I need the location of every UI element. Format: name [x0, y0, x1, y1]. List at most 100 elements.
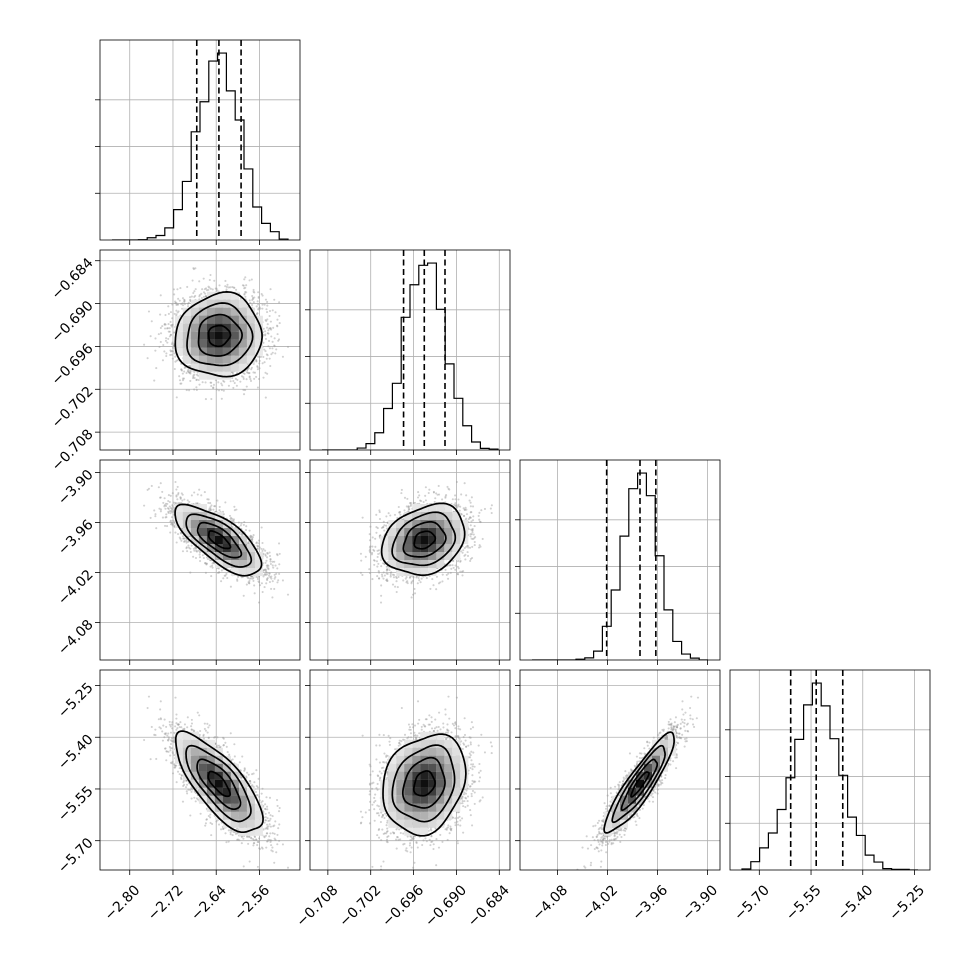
scatter-point	[180, 369, 183, 372]
scatter-point	[252, 301, 255, 304]
scatter-point	[193, 295, 196, 299]
scatter-point	[246, 306, 250, 309]
scatter-point	[174, 300, 177, 303]
scatter-point	[273, 577, 276, 580]
scatter-point	[187, 368, 190, 371]
scatter-point	[274, 311, 277, 314]
scatter-point	[182, 537, 185, 540]
density-cell	[190, 347, 199, 356]
scatter-point	[265, 326, 269, 329]
scatter-point	[224, 285, 227, 288]
scatter-point	[263, 568, 266, 571]
scatter-point	[189, 372, 192, 375]
panel-frame	[99, 39, 301, 241]
scatter-point	[259, 307, 262, 310]
density-cell	[214, 331, 223, 340]
scatter-point	[267, 345, 270, 348]
histogram-panel-0	[95, 39, 301, 245]
scatter-point	[278, 301, 281, 304]
scatter-point	[271, 564, 274, 567]
scatter-point	[164, 502, 167, 505]
scatter-point	[192, 375, 195, 378]
scatter-point	[186, 302, 190, 305]
scatter-point	[178, 379, 182, 382]
scatter-point	[236, 578, 239, 581]
scatter-point	[175, 301, 178, 304]
scatter-point	[197, 374, 200, 377]
panel-frame	[309, 249, 511, 451]
scatter-point	[174, 480, 177, 484]
density-cell	[238, 355, 247, 364]
scatter-point	[229, 380, 232, 383]
scatter-point	[251, 539, 254, 542]
scatter-point	[188, 296, 192, 299]
scatter-point	[183, 300, 186, 303]
scatter-point	[221, 384, 224, 387]
scatter-point	[188, 389, 191, 392]
scatter-point	[245, 284, 248, 287]
scatter-point	[275, 553, 279, 556]
scatter-point	[159, 294, 162, 297]
scatter-point	[171, 317, 174, 320]
scatter-point	[248, 279, 251, 282]
scatter-point	[159, 326, 162, 330]
scatter-point	[262, 355, 265, 358]
scatter-point	[159, 340, 162, 344]
scatter-point	[167, 305, 170, 308]
scatter-point	[245, 378, 248, 381]
density-cell	[222, 363, 231, 372]
scatter-point	[176, 288, 179, 291]
density-cell	[182, 315, 191, 324]
scatter-point	[261, 307, 264, 310]
scatter-point	[167, 330, 170, 333]
density-cell	[246, 355, 255, 364]
scatter-point	[277, 339, 280, 342]
scatter-point	[210, 397, 213, 401]
density-cell	[222, 291, 231, 300]
scatter-point	[256, 366, 259, 369]
scatter-point	[180, 303, 183, 306]
scatter-point	[245, 291, 248, 294]
scatter-point	[266, 556, 269, 559]
scatter-point	[165, 337, 168, 340]
scatter-point	[150, 320, 153, 323]
scatter-point	[189, 298, 192, 301]
scatter-point	[178, 299, 181, 302]
scatter-point	[186, 285, 189, 289]
scatter-point	[195, 386, 198, 389]
scatter-point	[271, 309, 274, 312]
scatter-point	[262, 548, 265, 551]
scatter-point	[202, 291, 206, 294]
scatter-point	[166, 327, 169, 330]
density-cell	[238, 331, 247, 340]
scatter-point	[225, 288, 228, 291]
density-cell	[230, 339, 239, 348]
density-cell	[198, 315, 207, 324]
scatter-point	[239, 297, 242, 300]
scatter-point	[245, 371, 249, 374]
scatter-point	[255, 359, 258, 362]
scatter-point	[190, 544, 193, 547]
scatter-point	[169, 353, 172, 357]
scatter-point	[161, 359, 164, 362]
scatter-point	[240, 533, 244, 536]
scatter-point	[242, 284, 245, 287]
scatter-point	[217, 381, 220, 384]
scatter-point	[166, 327, 169, 330]
scatter-point	[276, 333, 279, 336]
y-tick-label: −0.708	[49, 426, 97, 474]
scatter-point	[175, 303, 178, 306]
scatter-point	[177, 310, 180, 313]
scatter-point	[268, 314, 271, 318]
density-cell	[238, 299, 247, 308]
panel-content	[310, 250, 510, 450]
scatter-point	[273, 345, 276, 348]
scatter-point	[198, 295, 201, 298]
panel-content	[100, 40, 300, 240]
scatter-point	[167, 337, 170, 340]
scatter-point	[257, 377, 261, 381]
scatter-point	[196, 493, 199, 496]
scatter-point	[271, 347, 274, 350]
density-cell	[246, 307, 255, 316]
